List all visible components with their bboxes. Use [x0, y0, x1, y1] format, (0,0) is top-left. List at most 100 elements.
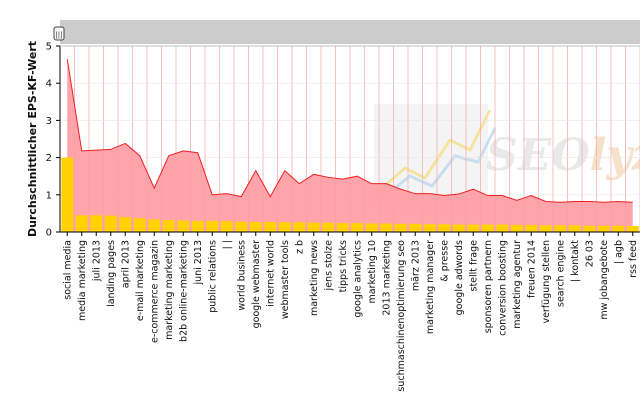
- scrollbar-track[interactable]: [60, 20, 640, 44]
- x-tick-label: marketing manager: [425, 240, 436, 334]
- bar-31: [496, 224, 509, 232]
- bar-19: [322, 222, 335, 232]
- x-tick-label: april 2013: [120, 240, 131, 288]
- svg-text:SEOlyze: SEOlyze: [486, 130, 640, 181]
- area-series: [66, 58, 633, 232]
- bar-18: [307, 222, 320, 232]
- bar-34: [539, 225, 552, 232]
- bar-11: [206, 220, 219, 232]
- x-tick-label: search engine: [555, 240, 566, 307]
- axes: [56, 45, 640, 236]
- bar-1: [61, 157, 74, 232]
- x-tick-label: suchmaschinenoptimierung seo: [396, 240, 407, 392]
- bar-27: [438, 224, 451, 232]
- y-tick-label: 2: [46, 153, 52, 164]
- y-tick-label: 0: [46, 228, 52, 239]
- bar-5: [119, 217, 132, 232]
- y-axis-label: Durchschnittlicher EPS-KF-Wert: [26, 41, 39, 237]
- x-tick-label: marketing 10: [367, 240, 378, 304]
- x-tick-labels: social media media marketing juli 2013 land…: [62, 240, 639, 392]
- bar-24: [394, 223, 407, 232]
- x-tick-label: verfügung stellen: [541, 240, 552, 324]
- bar-21: [351, 223, 364, 232]
- bar-4: [104, 215, 117, 232]
- x-tick-label: google adwords: [454, 240, 465, 315]
- bar-28: [452, 224, 465, 232]
- x-tick-label: marketing marketing: [164, 240, 175, 340]
- x-tick-label: freuen 2014: [526, 240, 537, 298]
- x-tick-label: conversion boosting: [497, 240, 508, 336]
- x-tick-label: stellt frage: [468, 240, 479, 292]
- x-tick-label: jens stolze: [323, 240, 334, 292]
- x-tick-label: juni 2013: [193, 240, 204, 286]
- x-tick-label: google analytics: [352, 240, 363, 318]
- bar-38: [597, 225, 610, 232]
- bar-9: [177, 220, 190, 232]
- watermark-text-seo: SEO: [486, 130, 590, 181]
- x-tick-label: social media: [62, 240, 73, 300]
- bar-series: [61, 157, 639, 232]
- bar-37: [583, 225, 596, 232]
- x-tick-label: | kontakt: [570, 240, 581, 282]
- bar-35: [554, 225, 567, 232]
- x-tick-label: e-mail marketing: [135, 240, 146, 321]
- scrollbar-handle[interactable]: |||: [53, 26, 65, 41]
- bar-16: [278, 222, 291, 232]
- x-tick-label: world business: [236, 240, 247, 311]
- x-tick-label: marketing agentur: [512, 240, 523, 329]
- x-tick-label: & presse: [439, 240, 450, 282]
- x-tick-label: tipps tricks: [338, 240, 349, 292]
- bar-2: [75, 215, 88, 232]
- y-tick-label: 4: [46, 79, 52, 90]
- bar-26: [423, 224, 436, 232]
- y-tick-label: 3: [46, 116, 52, 127]
- bar-8: [162, 220, 175, 232]
- bar-36: [568, 225, 581, 232]
- y-tick-labels: 0 1 2 3 4 5: [46, 42, 52, 239]
- bar-15: [264, 221, 277, 232]
- bar-32: [510, 224, 523, 232]
- x-tick-label: b2b online-marketing: [178, 240, 189, 342]
- bar-22: [365, 223, 378, 232]
- x-tick-label: 26 03: [584, 240, 595, 267]
- bar-17: [293, 222, 306, 232]
- bar-13: [235, 221, 248, 232]
- x-tick-label: webmaster tools: [280, 240, 291, 319]
- x-tick-label: mw jobangebote: [599, 240, 610, 320]
- x-tick-label: | |: [222, 240, 233, 249]
- x-tick-label: media marketing: [77, 240, 88, 321]
- x-tick-label: 2013 marketing: [381, 240, 392, 316]
- bar-12: [220, 221, 233, 232]
- bar-39: [612, 225, 625, 232]
- bar-20: [336, 223, 349, 232]
- y-tick-label: 1: [46, 190, 52, 201]
- bar-30: [481, 224, 494, 232]
- area-line: [66, 58, 633, 203]
- y-tick-label: 5: [46, 42, 52, 53]
- x-tick-label: e-commerce magazin: [149, 240, 160, 343]
- x-tick-label: internet world: [265, 240, 276, 307]
- x-tick-label: märz 2013: [410, 240, 421, 291]
- x-tick-label: marketing news: [309, 240, 320, 316]
- x-tick-label: landing pages: [106, 240, 117, 307]
- x-tick-label: google webmaster: [251, 240, 262, 328]
- watermark-text-lyze: lyze: [590, 130, 640, 181]
- seolyze-watermark-logo: SEOlyze: [374, 104, 640, 212]
- scrollbar-handle-grip: |||: [55, 31, 62, 39]
- bar-33: [525, 224, 538, 232]
- bar-23: [380, 223, 393, 232]
- bar-25: [409, 223, 422, 232]
- bar-6: [133, 218, 146, 232]
- bar-14: [249, 221, 262, 232]
- bar-3: [90, 215, 103, 232]
- x-tick-label: juli 2013: [91, 240, 102, 282]
- x-tick-label: | agb: [613, 240, 624, 264]
- x-tick-label: public relations: [207, 240, 218, 313]
- area-fill: [67, 59, 633, 232]
- x-tick-label: z b: [294, 240, 305, 254]
- x-tick-label: sponsoren partnern: [483, 240, 494, 333]
- bar-10: [191, 220, 204, 232]
- x-tick-label: rss feed: [628, 240, 639, 278]
- bar-29: [467, 224, 480, 232]
